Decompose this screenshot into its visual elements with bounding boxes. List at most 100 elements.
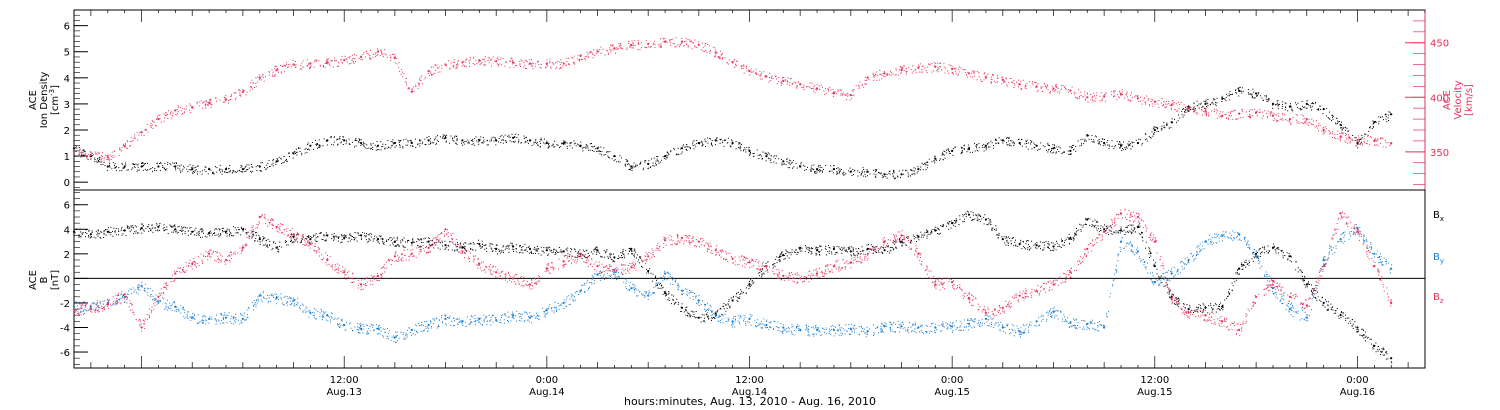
- bx-sample: [140, 229, 141, 231]
- bx-sample: [499, 252, 501, 254]
- ion-density-sample: [1102, 138, 1104, 140]
- bx-sample: [122, 233, 124, 235]
- velocity-sample: [413, 90, 415, 92]
- velocity-sample: [299, 68, 301, 70]
- velocity-sample: [928, 63, 929, 65]
- velocity-sample: [346, 61, 348, 63]
- bx-sample: [350, 234, 352, 236]
- ion-density-sample: [199, 171, 201, 173]
- velocity-point: [967, 72, 971, 75]
- ion-density-point-cloud: [75, 86, 1392, 180]
- velocity-sample: [937, 71, 939, 73]
- velocity-sample: [526, 61, 528, 63]
- velocity-sample: [1219, 113, 1221, 115]
- bx-sample: [836, 246, 838, 247]
- ion-density-sample: [967, 148, 969, 150]
- velocity-sample: [618, 48, 619, 50]
- ion-density-sample: [316, 144, 317, 146]
- bx-sample: [808, 247, 810, 249]
- velocity-sample: [987, 73, 989, 75]
- bx-sample: [533, 248, 535, 250]
- bx-sample: [610, 258, 612, 260]
- ion-density-sample: [1006, 136, 1008, 138]
- velocity-sample: [816, 83, 818, 85]
- ion-density-sample: [1047, 144, 1049, 146]
- ion-density-point: [1271, 102, 1275, 105]
- ion-density-sample: [1031, 148, 1033, 150]
- velocity-sample: [1047, 89, 1049, 91]
- ion-density-sample: [639, 163, 641, 165]
- velocity-sample: [1363, 135, 1365, 137]
- ion-density-sample: [428, 136, 430, 138]
- ion-density-sample: [680, 147, 682, 149]
- ion-density-sample: [668, 154, 670, 155]
- bx-sample: [501, 251, 503, 253]
- ion-density-sample: [816, 172, 818, 174]
- ion-density-sample: [730, 139, 732, 141]
- ion-density-sample: [981, 146, 983, 148]
- ion-density-sample: [977, 150, 979, 152]
- velocity-sample: [808, 86, 810, 88]
- ion-density-sample: [776, 155, 778, 157]
- ion-density-sample: [1385, 118, 1387, 120]
- bx-series: [72, 210, 1393, 364]
- ion-density-sample: [318, 146, 320, 148]
- velocity-sample: [834, 91, 836, 93]
- velocity-sample: [1179, 103, 1181, 105]
- velocity-sample: [549, 62, 551, 64]
- bx-sample: [147, 226, 149, 228]
- ion-density-sample: [1163, 127, 1165, 128]
- velocity-sample: [589, 52, 591, 53]
- velocity-sample: [775, 75, 777, 77]
- ion-density-sample: [974, 150, 976, 152]
- ion-density-sample: [966, 151, 968, 153]
- bx-sample: [382, 242, 384, 244]
- ion-density-sample: [118, 167, 120, 169]
- bx-sample: [596, 251, 598, 253]
- ion-density-sample: [142, 162, 144, 164]
- velocity-sample: [225, 94, 227, 96]
- bx-sample: [138, 232, 140, 234]
- velocity-sample: [389, 54, 391, 56]
- ion-density-sample: [304, 148, 306, 150]
- bx-sample: [259, 241, 261, 243]
- bx-sample: [689, 316, 691, 318]
- velocity-sample: [717, 56, 719, 57]
- ion-density-sample: [235, 172, 237, 173]
- bx-sample: [829, 247, 831, 249]
- bx-sample: [432, 244, 434, 246]
- ion-density-sample: [304, 152, 306, 154]
- velocity-sample: [1078, 89, 1079, 91]
- bx-sample: [157, 230, 159, 232]
- ion-density-sample: [701, 140, 703, 142]
- velocity-sample: [1144, 97, 1146, 99]
- velocity-sample: [1230, 115, 1232, 117]
- bx-sample: [758, 272, 760, 274]
- velocity-sample: [1003, 81, 1005, 83]
- ion-density-sample: [585, 147, 587, 149]
- ion-density-sample: [162, 165, 164, 166]
- ion-density-sample: [108, 165, 110, 167]
- velocity-point: [495, 60, 498, 63]
- bx-sample: [741, 290, 743, 292]
- velocity-sample: [990, 82, 992, 84]
- velocity-sample: [432, 66, 434, 68]
- ion-density-sample: [655, 160, 657, 162]
- ion-density-sample: [685, 148, 687, 150]
- velocity-sample: [1172, 100, 1174, 102]
- bx-sample: [187, 234, 189, 236]
- velocity-sample: [1131, 92, 1132, 94]
- bx-sample: [183, 226, 185, 228]
- ion-density-sample: [606, 151, 608, 153]
- velocity-sample: [1041, 90, 1043, 92]
- bx-sample: [170, 225, 172, 227]
- velocity-sample: [259, 78, 261, 80]
- bx-sample: [725, 304, 726, 306]
- bx-sample: [125, 235, 127, 237]
- velocity-sample: [660, 43, 662, 45]
- velocity-sample: [1337, 138, 1339, 140]
- ion-density-sample: [756, 149, 758, 151]
- ion-density-sample: [245, 169, 247, 171]
- bx-sample: [202, 230, 204, 232]
- velocity-sample: [980, 79, 982, 81]
